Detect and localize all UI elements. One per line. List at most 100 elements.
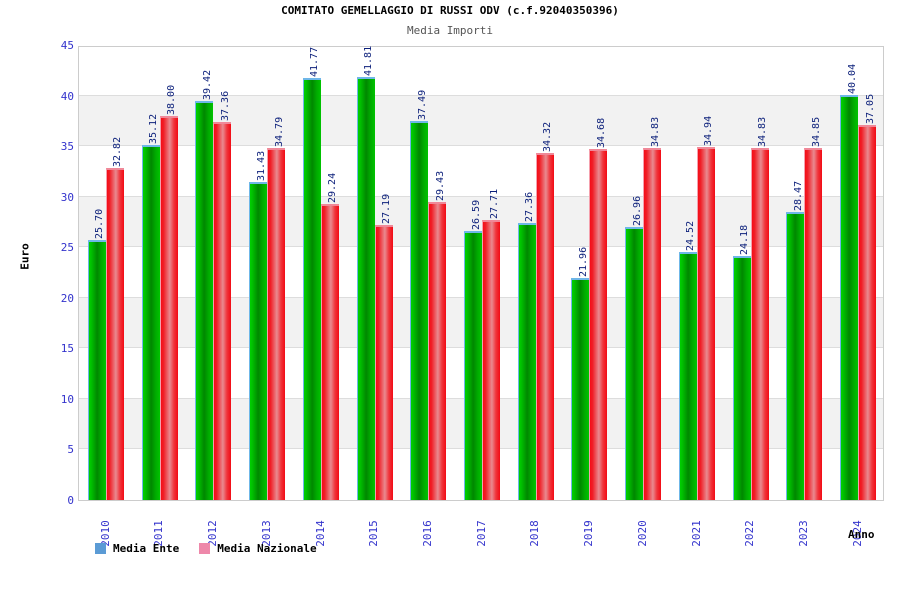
bar-value-label: 34.83 <box>649 116 661 147</box>
bar-media-nazionale[interactable]: 34.94 <box>696 116 715 500</box>
x-axis-tick-text: 2020 <box>635 520 649 547</box>
bar-media-ente[interactable]: 24.18 <box>732 224 751 500</box>
bar-media-nazionale[interactable]: 34.85 <box>804 117 823 500</box>
bar-value-label: 41.77 <box>309 46 321 77</box>
bar-media-nazionale[interactable]: 34.83 <box>750 117 769 500</box>
bar-media-ente[interactable]: 28.47 <box>786 181 805 500</box>
bar-media-nazionale[interactable]: 29.43 <box>428 171 447 500</box>
bar-value-label: 40.04 <box>846 64 858 95</box>
x-axis-tick: 2023 <box>783 503 823 547</box>
bar-value-label: 26.96 <box>631 196 643 227</box>
y-axis-tick: 0 <box>67 494 74 507</box>
legend-entry[interactable]: Media Ente <box>95 542 179 555</box>
gridline <box>79 94 883 96</box>
bar-media-ente[interactable]: 21.96 <box>571 247 590 500</box>
bar-media-ente[interactable]: 37.49 <box>410 90 429 500</box>
x-axis-tick: 2022 <box>730 503 770 547</box>
chart-legend: Media Ente Media Nazionale <box>95 542 317 555</box>
x-axis-tick: 2012 <box>192 503 232 547</box>
bar-media-ente[interactable]: 41.81 <box>356 46 375 500</box>
gridline <box>79 195 883 197</box>
x-axis-tick: 2018 <box>515 503 555 547</box>
bar-value-label: 26.59 <box>470 200 482 231</box>
y-axis-tick: 15 <box>60 342 74 356</box>
y-axis-tick: 45 <box>60 39 74 52</box>
bar-value-label: 31.43 <box>255 151 267 182</box>
bar-value-label: 25.70 <box>94 209 106 240</box>
bar-media-nazionale[interactable]: 29.24 <box>320 173 339 500</box>
x-axis-tick: 2021 <box>676 503 716 547</box>
bar-media-ente[interactable]: 27.36 <box>517 192 536 500</box>
bar-value-label: 34.83 <box>757 116 769 147</box>
y-axis-tick: 5 <box>67 443 74 457</box>
bar-value-label: 37.05 <box>864 94 876 125</box>
bar-media-ente[interactable]: 35.12 <box>141 114 160 500</box>
x-axis-tick: 2015 <box>354 503 394 547</box>
x-axis-tick-labels: 2010 2011 2012 2013 2014 2015 2016 2017 2018 2019… <box>78 503 884 547</box>
bar-media-ente[interactable]: 31.43 <box>249 151 268 500</box>
y-axis-tick: 20 <box>60 291 74 305</box>
bar-value-label: 35.12 <box>148 113 160 144</box>
y-axis-tick: 10 <box>60 392 74 406</box>
bar-value-label: 32.82 <box>112 137 124 168</box>
x-axis-tick-text: 2021 <box>689 520 703 547</box>
bar-value-label: 37.49 <box>416 89 428 120</box>
bar-value-label: 41.81 <box>363 46 375 77</box>
x-axis-tick: 2010 <box>85 503 125 547</box>
bar-media-nazionale[interactable]: 34.83 <box>643 117 662 500</box>
bar-value-label: 24.52 <box>685 220 697 252</box>
x-axis-tick-text: 2019 <box>581 520 595 547</box>
x-axis-title: Anno <box>848 528 875 541</box>
gridline <box>79 145 883 147</box>
bar-value-label: 27.19 <box>381 193 393 225</box>
bar-media-nazionale[interactable]: 37.05 <box>858 94 877 500</box>
chart-subtitle: Media Importi <box>406 24 494 37</box>
bar-value-label: 34.79 <box>273 117 285 148</box>
x-axis-tick: 2020 <box>622 503 662 547</box>
y-axis-title: Euro <box>18 243 32 270</box>
legend-swatch <box>199 543 211 554</box>
x-axis-tick: 2016 <box>407 503 447 547</box>
legend-swatch <box>95 543 106 554</box>
bar-value-label: 29.24 <box>327 173 339 204</box>
x-axis-tick: 2014 <box>300 503 340 547</box>
bar-media-ente[interactable]: 25.70 <box>87 209 106 500</box>
bar-value-label: 24.18 <box>739 224 751 255</box>
bar-media-ente[interactable]: 39.42 <box>195 70 214 500</box>
plot-area: 25.70 32.82 35.12 38.00 39.42 37.36 31.43 34.79… <box>78 46 884 501</box>
x-axis-tick-text: 2023 <box>796 520 810 547</box>
bar-value-label: 38.00 <box>166 84 178 115</box>
x-axis-tick-text: 2016 <box>420 520 434 547</box>
bar-media-nazionale[interactable]: 32.82 <box>105 137 124 500</box>
legend-label: Media Nazionale <box>217 542 317 555</box>
bar-value-label: 28.47 <box>792 181 804 212</box>
x-axis-tick: 2024 <box>837 503 877 547</box>
legend-label: Media Ente <box>113 542 180 555</box>
bar-value-label: 27.71 <box>488 188 500 219</box>
bar-media-ente[interactable]: 41.77 <box>302 47 321 500</box>
bar-media-ente[interactable]: 40.04 <box>840 64 859 500</box>
x-axis-tick-text: 2017 <box>474 520 488 547</box>
bar-media-ente[interactable]: 26.59 <box>464 200 482 500</box>
bar-media-ente[interactable]: 26.96 <box>625 196 644 500</box>
bar-value-label: 37.36 <box>219 91 231 122</box>
bar-media-nazionale[interactable]: 27.19 <box>374 194 393 500</box>
bar-media-nazionale[interactable]: 34.32 <box>535 122 554 500</box>
y-axis-tick: 35 <box>60 140 74 154</box>
x-axis-tick: 2017 <box>461 503 501 547</box>
x-axis-tick-text: 2022 <box>743 520 757 547</box>
y-axis-tick-labels: 45 40 35 30 25 20 15 10 5 0 <box>34 39 74 507</box>
chart-title: COMITATO GEMELLAGGIO DI RUSSI ODV (c.f.9… <box>281 4 619 17</box>
y-axis-tick: 40 <box>60 89 74 103</box>
bar-media-nazionale[interactable]: 37.36 <box>213 91 232 500</box>
bar-media-nazionale[interactable]: 27.71 <box>482 189 500 500</box>
bar-media-nazionale[interactable]: 34.68 <box>589 118 608 500</box>
bar-value-label: 21.96 <box>577 246 589 277</box>
bar-media-nazionale[interactable]: 38.00 <box>159 85 178 500</box>
legend-entry[interactable]: Media Nazionale <box>199 542 317 555</box>
bar-media-nazionale[interactable]: 34.79 <box>267 117 286 500</box>
bar-media-ente[interactable]: 24.52 <box>678 221 697 500</box>
bar-value-label: 27.36 <box>524 192 536 223</box>
x-axis-tick: 2019 <box>568 503 608 547</box>
